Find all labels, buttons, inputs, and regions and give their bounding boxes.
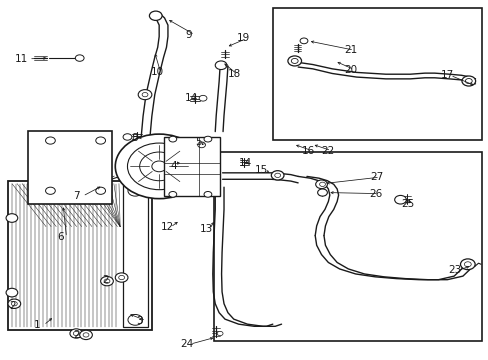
Circle shape bbox=[300, 38, 307, 44]
Circle shape bbox=[319, 182, 325, 186]
Text: 12: 12 bbox=[160, 222, 174, 232]
Circle shape bbox=[96, 137, 105, 144]
Bar bbox=[27, 131, 112, 204]
Text: 7: 7 bbox=[73, 191, 80, 201]
Circle shape bbox=[287, 56, 301, 66]
Text: 27: 27 bbox=[369, 172, 383, 182]
Circle shape bbox=[465, 78, 471, 84]
Text: 10: 10 bbox=[151, 67, 163, 77]
Text: 3: 3 bbox=[136, 316, 142, 325]
Text: 1: 1 bbox=[34, 320, 41, 330]
Text: 2: 2 bbox=[9, 301, 16, 311]
Circle shape bbox=[215, 61, 226, 69]
Text: 22: 22 bbox=[321, 145, 334, 156]
Bar bbox=[272, 8, 482, 140]
Text: 11: 11 bbox=[14, 54, 27, 64]
Text: 5: 5 bbox=[194, 138, 201, 147]
Circle shape bbox=[127, 143, 190, 190]
Circle shape bbox=[142, 93, 148, 97]
Circle shape bbox=[128, 315, 142, 325]
Circle shape bbox=[168, 192, 176, 197]
Circle shape bbox=[96, 187, 105, 194]
Text: 6: 6 bbox=[57, 232, 63, 242]
Circle shape bbox=[152, 161, 166, 172]
Text: 8: 8 bbox=[131, 133, 138, 143]
Text: 2: 2 bbox=[102, 275, 108, 285]
Circle shape bbox=[45, 137, 55, 144]
Text: 4: 4 bbox=[170, 161, 177, 171]
Circle shape bbox=[168, 136, 176, 142]
Text: 15: 15 bbox=[255, 165, 268, 175]
Text: 16: 16 bbox=[302, 145, 315, 156]
Bar bbox=[163, 137, 220, 196]
Text: 21: 21 bbox=[344, 45, 357, 55]
Circle shape bbox=[8, 299, 20, 309]
Text: 14: 14 bbox=[238, 158, 251, 168]
Circle shape bbox=[75, 55, 84, 61]
Circle shape bbox=[461, 76, 475, 86]
Circle shape bbox=[128, 185, 142, 196]
Text: 14: 14 bbox=[184, 93, 198, 103]
Text: 24: 24 bbox=[180, 339, 193, 349]
Circle shape bbox=[80, 330, 92, 339]
Circle shape bbox=[317, 189, 327, 196]
Bar bbox=[122, 184, 148, 327]
Circle shape bbox=[70, 329, 82, 338]
Circle shape bbox=[6, 288, 18, 297]
Text: 20: 20 bbox=[344, 64, 357, 75]
Circle shape bbox=[115, 273, 128, 282]
Circle shape bbox=[6, 214, 18, 222]
Circle shape bbox=[45, 187, 55, 194]
Circle shape bbox=[315, 180, 327, 189]
Circle shape bbox=[115, 134, 203, 199]
Text: 26: 26 bbox=[368, 189, 381, 199]
Text: 23: 23 bbox=[447, 265, 461, 275]
Circle shape bbox=[197, 142, 205, 148]
Circle shape bbox=[138, 90, 152, 100]
Circle shape bbox=[123, 134, 132, 140]
Circle shape bbox=[203, 192, 211, 197]
Circle shape bbox=[394, 195, 406, 204]
Circle shape bbox=[149, 11, 162, 21]
Text: 9: 9 bbox=[184, 30, 191, 40]
Circle shape bbox=[460, 259, 474, 270]
Bar bbox=[214, 152, 482, 341]
Bar bbox=[8, 181, 152, 330]
Text: 17: 17 bbox=[440, 70, 453, 80]
Text: 25: 25 bbox=[401, 199, 414, 210]
Circle shape bbox=[274, 173, 280, 177]
Circle shape bbox=[291, 58, 298, 63]
Text: 13: 13 bbox=[199, 225, 212, 234]
Circle shape bbox=[217, 331, 223, 336]
Circle shape bbox=[199, 95, 206, 101]
Circle shape bbox=[464, 262, 470, 267]
Text: 2: 2 bbox=[73, 330, 80, 340]
Circle shape bbox=[101, 276, 113, 286]
Text: 18: 18 bbox=[227, 69, 240, 79]
Circle shape bbox=[271, 171, 284, 180]
Text: 19: 19 bbox=[237, 33, 250, 43]
Circle shape bbox=[203, 136, 211, 142]
